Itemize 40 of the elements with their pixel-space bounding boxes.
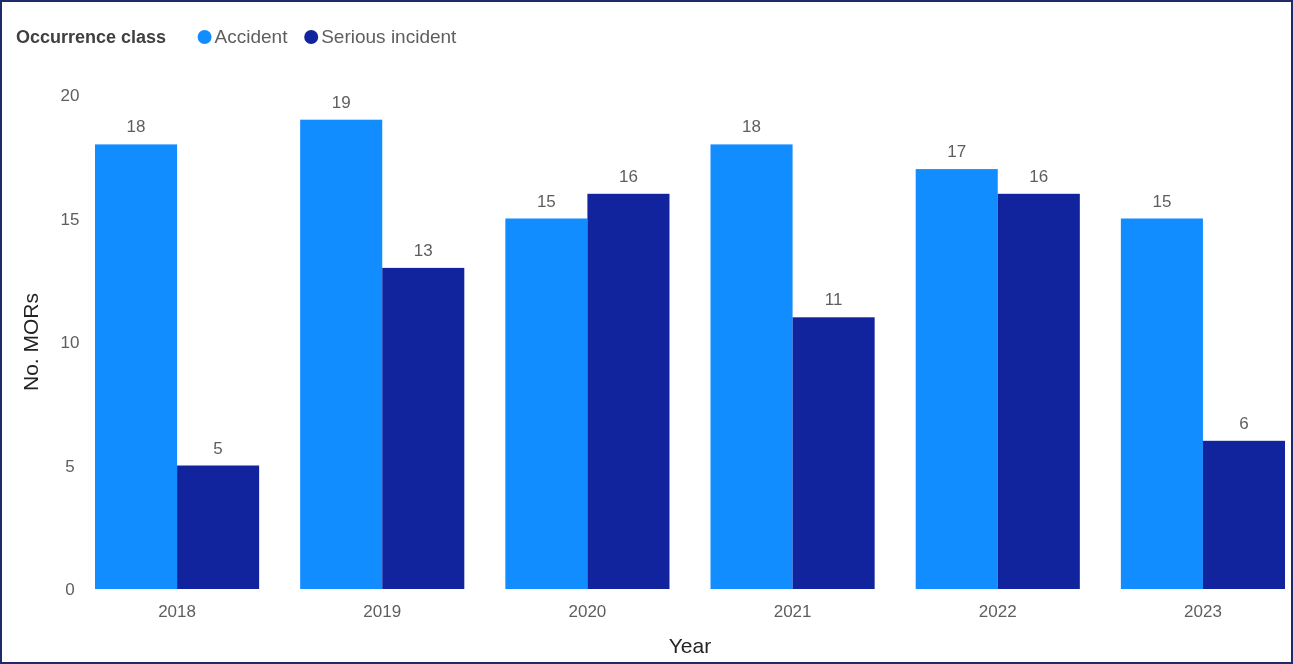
x-tick-label: 2020: [568, 602, 607, 621]
y-tick-label: 0: [65, 580, 75, 599]
data-label: 6: [1239, 413, 1249, 433]
data-label: 15: [1152, 191, 1172, 211]
x-tick-label: 2018: [158, 602, 196, 621]
legend-title: Occurrence class: [16, 27, 167, 47]
data-label: 19: [331, 92, 351, 112]
legend-label: Accident: [214, 26, 289, 47]
data-label: 13: [413, 240, 433, 260]
bar: [505, 218, 588, 589]
data-label: 15: [536, 191, 556, 211]
y-tick-label: 10: [60, 333, 80, 352]
data-label: 16: [1029, 166, 1049, 186]
y-tick-label: 20: [60, 86, 80, 105]
x-tick-label: 2023: [1184, 602, 1222, 621]
x-tick-label: 2021: [773, 602, 812, 621]
data-label: 18: [126, 117, 146, 137]
data-label: 16: [618, 166, 638, 186]
bar: [1202, 440, 1285, 589]
legend-label: Serious incident: [321, 26, 458, 47]
data-label: 18: [742, 117, 762, 137]
data-label: 17: [947, 142, 967, 162]
bar: [382, 267, 465, 589]
data-label: 11: [824, 290, 843, 310]
bar: [587, 193, 670, 589]
x-axis-title: Year: [668, 634, 712, 657]
bar: [177, 465, 260, 589]
bar: [710, 144, 793, 589]
bar: [300, 119, 383, 589]
y-tick-label: 5: [65, 456, 75, 476]
y-tick-label: 15: [60, 209, 80, 229]
x-tick-label: 2022: [978, 602, 1017, 621]
x-tick-label: 2019: [363, 602, 402, 621]
y-axis-title: No. MORs: [19, 292, 42, 392]
bar: [915, 169, 998, 589]
bar: [997, 193, 1080, 589]
bar: [1120, 218, 1203, 589]
bar: [792, 317, 875, 589]
data-label: 5: [213, 438, 223, 458]
bar: [95, 144, 178, 589]
